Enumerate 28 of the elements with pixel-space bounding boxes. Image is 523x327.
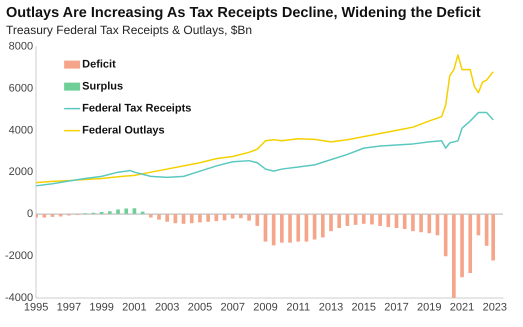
legend-label: Federal Outlays — [82, 124, 165, 137]
x-tick-label: 2021 — [450, 301, 474, 314]
y-tick-label: 0 — [27, 208, 34, 220]
x-tick-label: 2019 — [417, 301, 442, 314]
chart-subtitle: Treasury Federal Tax Receipts & Outlays, $Bn — [5, 22, 254, 37]
x-tick-label: 2015 — [352, 301, 376, 314]
x-tick-label: 2009 — [253, 301, 278, 314]
y-tick-label: 2000 — [8, 166, 34, 178]
x-tick-label: 2007 — [220, 301, 245, 314]
legend-label: Deficit — [82, 58, 116, 71]
x-tick-label: 2011 — [286, 301, 310, 314]
x-tick-label: 2013 — [318, 301, 344, 314]
y-tick-label: 8000 — [8, 40, 34, 53]
legend-label: Federal Tax Receipts — [82, 102, 192, 115]
y-tick-label: 4000 — [8, 124, 34, 136]
x-tick-label: 1995 — [24, 301, 48, 314]
x-tick-label: 2005 — [188, 301, 212, 314]
x-tick-label: 2017 — [384, 301, 409, 314]
x-tick-label: 2001 — [122, 301, 147, 314]
legend-label: Surplus — [82, 80, 124, 93]
x-tick-label: 1999 — [89, 301, 114, 314]
y-tick-label: -4000 — [4, 292, 34, 304]
chart-title: Outlays Are Increasing As Tax Receipts Decline, Widening the Deficit — [5, 4, 482, 21]
y-tick-label: -2000 — [4, 250, 34, 262]
x-tick-label: 2003 — [154, 301, 180, 314]
x-tick-label: 1997 — [56, 301, 82, 314]
x-tick-label: 2023 — [482, 301, 508, 314]
y-tick-label: 6000 — [8, 82, 34, 94]
